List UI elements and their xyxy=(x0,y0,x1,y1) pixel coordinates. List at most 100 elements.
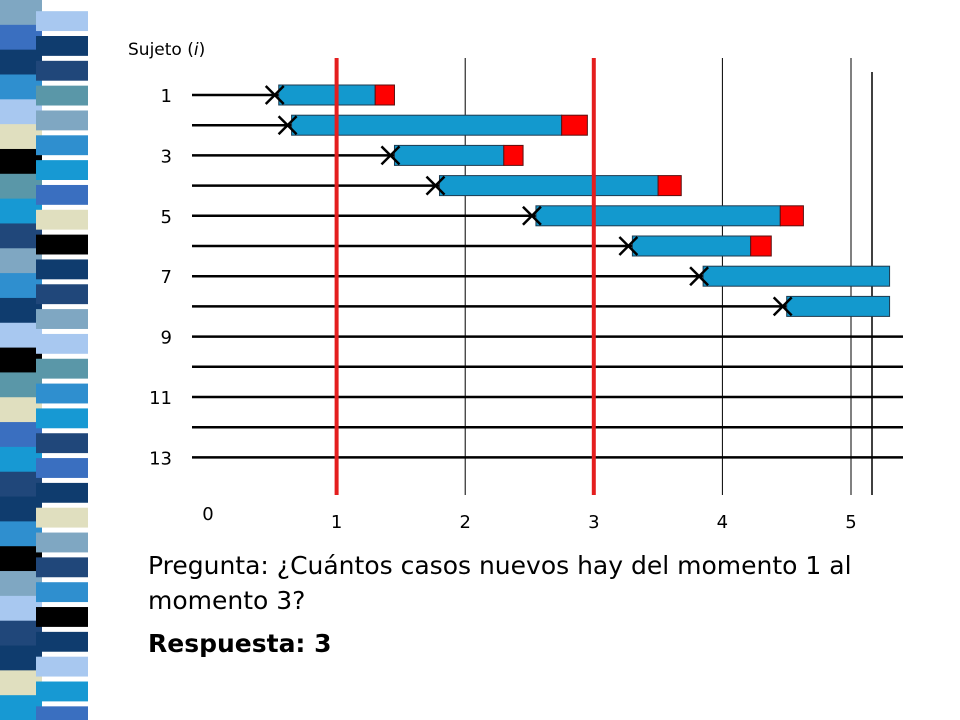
stripe-block xyxy=(0,670,42,697)
entry-mark xyxy=(425,175,446,196)
follow-up-bar xyxy=(631,235,752,257)
stripe-block xyxy=(36,234,88,255)
time-tick-labels: 0 1 2 3 4 5 xyxy=(202,504,856,533)
stripe-block xyxy=(0,645,42,672)
stripe-block xyxy=(0,446,42,473)
decorative-side-stripe xyxy=(0,0,110,720)
stripe-block xyxy=(0,49,42,76)
stripe-block xyxy=(0,347,42,374)
stripe-block xyxy=(36,433,88,454)
stripe-block xyxy=(36,706,88,720)
follow-up-bar xyxy=(535,205,781,227)
stripe-block xyxy=(36,358,88,379)
entry-mark xyxy=(277,115,298,136)
stripe-block xyxy=(0,546,42,573)
y-axis-title: Sujeto (i) xyxy=(128,40,205,60)
stripe-block xyxy=(0,24,42,51)
stripe-block xyxy=(0,74,42,101)
stripe-block xyxy=(36,60,88,81)
stripe-block xyxy=(36,681,88,702)
follow-up-bar xyxy=(702,265,891,287)
reference-lines xyxy=(334,58,596,495)
stripe-block xyxy=(36,656,88,677)
stripe-block xyxy=(36,160,88,180)
subject-label: 1 xyxy=(161,86,172,107)
follow-up-bar xyxy=(786,295,891,317)
stripe-block xyxy=(0,372,42,399)
stripe-block xyxy=(0,99,42,126)
stripe-block xyxy=(36,557,88,578)
answer-text: Respuesta: 3 xyxy=(148,629,332,658)
time-tick-label: 3 xyxy=(588,512,599,533)
stripe-block xyxy=(36,582,88,603)
follow-up-bar xyxy=(438,175,659,197)
event-box xyxy=(750,235,772,257)
stripe-block xyxy=(36,631,88,652)
follow-up-bar xyxy=(278,84,376,106)
stripe-block xyxy=(36,532,88,553)
stripe-block xyxy=(0,248,42,275)
entry-mark xyxy=(380,145,401,166)
time-tick-label: 1 xyxy=(331,512,342,533)
stripe-block xyxy=(0,571,42,597)
subject-timelines xyxy=(192,93,903,459)
stripe-block xyxy=(36,333,88,354)
stripe-block xyxy=(0,173,42,200)
stripe-block xyxy=(0,471,42,498)
stripe-block xyxy=(36,259,88,280)
stripe-block xyxy=(0,695,42,720)
stripe-block xyxy=(36,135,88,156)
stripe-block xyxy=(36,11,88,32)
subject-label: 11 xyxy=(149,388,172,409)
stripe-block xyxy=(0,620,42,647)
stripe-block xyxy=(0,595,42,622)
time-tick-label: 0 xyxy=(202,504,213,525)
event-box xyxy=(657,175,682,197)
follow-up-bar xyxy=(291,114,563,136)
stripe-block xyxy=(0,521,42,548)
stripe-block xyxy=(0,148,42,175)
stripe-block xyxy=(0,223,42,250)
stripe-block xyxy=(36,607,88,627)
time-tick-label: 2 xyxy=(459,512,470,533)
stripe-block xyxy=(0,297,42,324)
stripe-block xyxy=(36,383,88,404)
event-box xyxy=(561,114,588,136)
entry-mark xyxy=(618,236,639,256)
subject-label: 7 xyxy=(161,267,172,288)
subject-label: 13 xyxy=(149,448,172,469)
stripe-block xyxy=(36,309,88,329)
event-box xyxy=(779,205,804,227)
stripe-block xyxy=(36,284,88,305)
entry-mark xyxy=(772,296,793,317)
stripe-block xyxy=(0,496,42,523)
stripe-block xyxy=(0,397,42,424)
subject-label: 3 xyxy=(161,146,172,167)
stripe-block xyxy=(36,482,88,503)
stripe-block xyxy=(36,36,88,56)
entry-marks xyxy=(264,85,793,317)
stripe-block xyxy=(0,273,42,299)
stripe-block xyxy=(36,110,88,131)
stripe-block xyxy=(36,184,88,205)
entry-mark xyxy=(689,266,709,287)
stripe-block xyxy=(0,198,42,225)
stripe-block xyxy=(36,507,88,528)
follow-up-bars xyxy=(278,84,891,317)
entry-mark xyxy=(264,85,285,105)
event-box xyxy=(503,144,524,166)
stripe-block xyxy=(0,0,42,26)
stripe-block xyxy=(36,209,88,230)
stripe-block xyxy=(36,458,88,478)
stripe-gap xyxy=(88,0,108,720)
stripe-block xyxy=(36,85,88,106)
event-box xyxy=(374,84,395,106)
stripe-block xyxy=(0,422,42,448)
subject-label: 9 xyxy=(161,328,172,349)
stripe-block xyxy=(0,322,42,349)
stripe-block xyxy=(36,408,88,429)
subject-label: 5 xyxy=(161,207,172,228)
follow-up-bar xyxy=(393,144,505,166)
